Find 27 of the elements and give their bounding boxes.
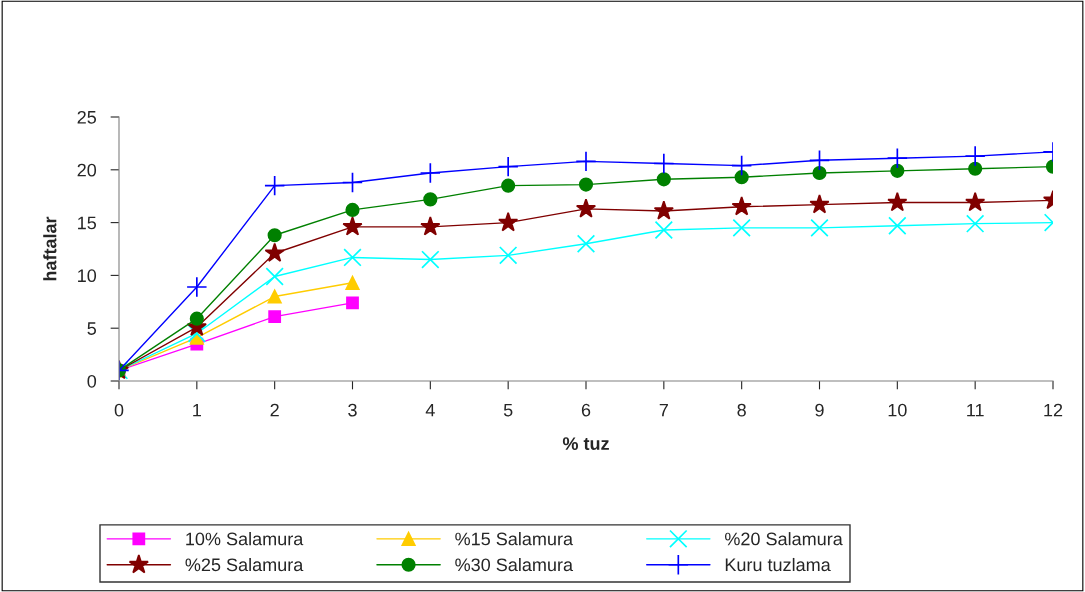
legend-label: %25 Salamura [185, 557, 304, 572]
x-tick-label: 9 [815, 403, 824, 417]
x-tick-label: 12 [1044, 403, 1063, 417]
y-tick-label: 20 [77, 163, 97, 177]
x-tick-label: 4 [425, 403, 435, 417]
x-tick-label: 3 [348, 403, 357, 417]
y-axis-title: haftalar [43, 216, 57, 281]
x-tick-label: 6 [581, 403, 591, 417]
y-tick-label: 5 [87, 322, 97, 335]
x-tick-label: 0 [114, 403, 124, 417]
y-tick-label: 15 [78, 216, 97, 230]
x-tick-label: 5 [503, 403, 513, 417]
y-tick-label: 0 [87, 374, 97, 388]
x-tick-label: 1 [193, 403, 201, 417]
x-tick-label: 8 [737, 403, 746, 417]
x-tick-label: 2 [270, 403, 279, 417]
legend-label: Kuru tuzlama [725, 557, 831, 572]
legend-label: 10% Salamura [186, 532, 304, 546]
legend-label: %15 Salamura [455, 532, 574, 546]
legend-label: %30 Salamura [455, 557, 574, 572]
y-tick-label: 25 [77, 110, 97, 124]
legend-label: %20 Salamura [725, 532, 843, 546]
x-tick-label: 10 [888, 403, 907, 417]
x-axis-title: % tuz [562, 437, 609, 450]
y-tick-label: 10 [78, 269, 97, 283]
x-tick-label: 7 [659, 403, 668, 417]
x-tick-label: 11 [967, 403, 984, 417]
